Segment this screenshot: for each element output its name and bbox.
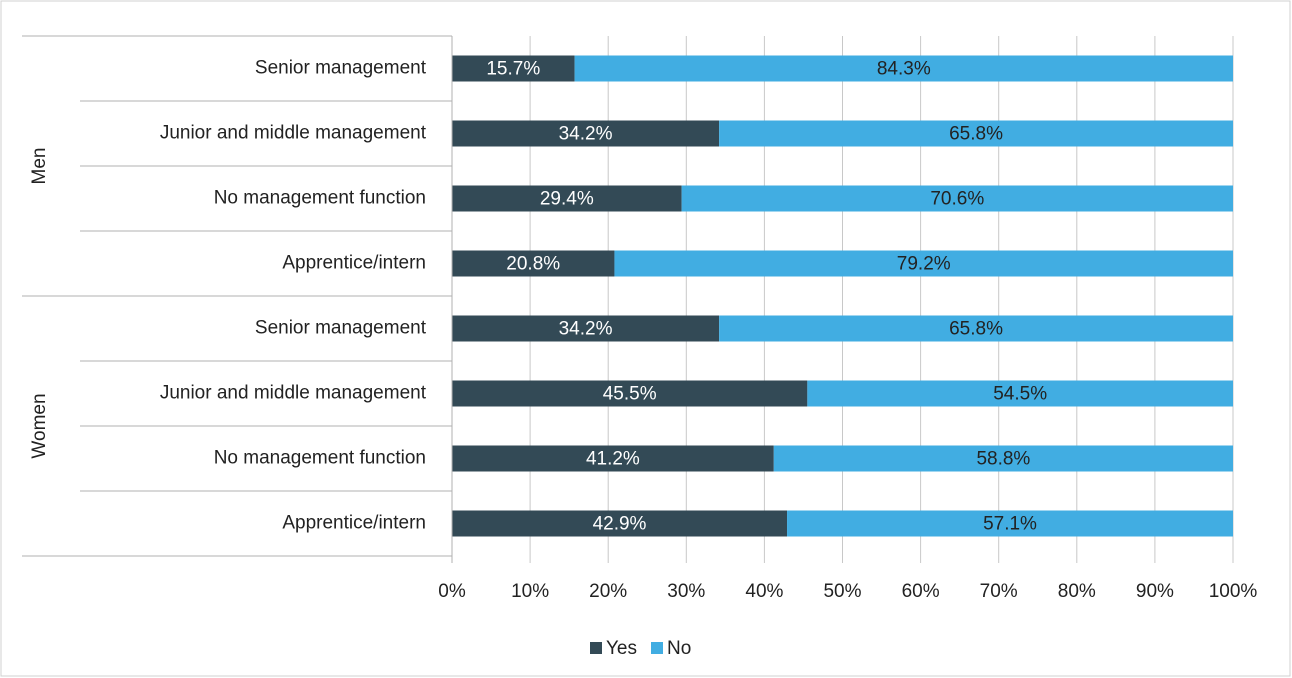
y-tick-label: Apprentice/intern bbox=[282, 253, 426, 274]
x-tick-label: 60% bbox=[902, 581, 940, 602]
bar-segment bbox=[452, 510, 788, 537]
legend-swatch bbox=[590, 642, 602, 654]
y-tick-label: Junior and middle management bbox=[160, 383, 427, 404]
group-label: Men bbox=[29, 148, 50, 185]
x-tick-label: 20% bbox=[589, 581, 627, 602]
legend-label: No bbox=[667, 638, 691, 659]
bar-segment bbox=[452, 55, 575, 82]
value-label: 65.8% bbox=[949, 124, 1003, 145]
legend-swatch bbox=[651, 642, 663, 654]
bar-segment bbox=[773, 445, 1233, 472]
value-label: 58.8% bbox=[976, 449, 1030, 470]
value-label: 41.2% bbox=[586, 449, 640, 470]
value-label: 57.1% bbox=[983, 514, 1037, 535]
y-tick-label: Junior and middle management bbox=[160, 123, 427, 144]
value-label: 65.8% bbox=[949, 319, 1003, 340]
legend-label: Yes bbox=[606, 638, 637, 659]
y-tick-label: Apprentice/intern bbox=[282, 513, 426, 534]
value-label: 84.3% bbox=[877, 59, 931, 80]
x-tick-label: 40% bbox=[745, 581, 783, 602]
x-tick-label: 30% bbox=[667, 581, 705, 602]
x-tick-label: 10% bbox=[511, 581, 549, 602]
value-label: 70.6% bbox=[930, 189, 984, 210]
y-tick-label: No management function bbox=[214, 188, 426, 209]
x-tick-label: 0% bbox=[438, 581, 466, 602]
bar-segment bbox=[719, 120, 1233, 147]
bar-segment bbox=[452, 250, 615, 277]
x-tick-label: 90% bbox=[1136, 581, 1174, 602]
bar-segment bbox=[452, 315, 720, 342]
value-label: 45.5% bbox=[603, 384, 657, 405]
bar-segment bbox=[452, 445, 774, 472]
value-label: 20.8% bbox=[506, 254, 560, 275]
y-tick-label: No management function bbox=[214, 448, 426, 469]
bar-segment bbox=[614, 250, 1233, 277]
bar-segment bbox=[452, 120, 720, 147]
value-label: 15.7% bbox=[486, 59, 540, 80]
bar-segment bbox=[574, 55, 1233, 82]
bar-segment bbox=[681, 185, 1233, 212]
bar-segment bbox=[787, 510, 1233, 537]
y-tick-label: Senior management bbox=[255, 58, 427, 79]
bar-segment bbox=[452, 185, 682, 212]
value-label: 34.2% bbox=[559, 124, 613, 145]
y-tick-label: Senior management bbox=[255, 318, 427, 339]
group-label: Women bbox=[29, 393, 50, 458]
x-tick-label: 100% bbox=[1209, 581, 1258, 602]
value-label: 34.2% bbox=[559, 319, 613, 340]
x-tick-label: 80% bbox=[1058, 581, 1096, 602]
x-tick-label: 70% bbox=[980, 581, 1018, 602]
bar-segment bbox=[452, 380, 808, 407]
x-tick-label: 50% bbox=[823, 581, 861, 602]
value-label: 54.5% bbox=[993, 384, 1047, 405]
bar-segment bbox=[719, 315, 1233, 342]
value-label: 29.4% bbox=[540, 189, 594, 210]
bar-segment bbox=[807, 380, 1233, 407]
value-label: 79.2% bbox=[897, 254, 951, 275]
value-label: 42.9% bbox=[593, 514, 647, 535]
